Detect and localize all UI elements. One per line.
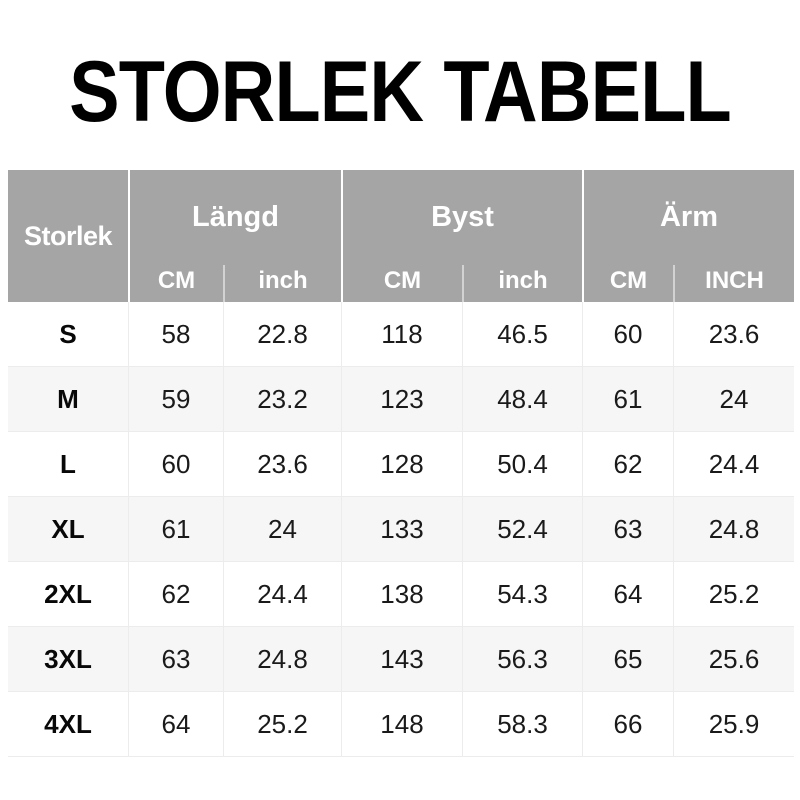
table-row-xl: XL 61 24 133 52.4 63 24.8 <box>8 497 794 562</box>
table-row-l: L 60 23.6 128 50.4 62 24.4 <box>8 432 794 497</box>
value-cell: 60 <box>582 302 673 366</box>
size-label: 4XL <box>44 708 92 739</box>
value-cell: 123 <box>341 367 462 431</box>
col-subheader-arm-cm: CM <box>582 265 673 302</box>
value-cell: 118 <box>341 302 462 366</box>
value-cell: 64 <box>128 692 223 756</box>
value-cell: 48.4 <box>462 367 582 431</box>
value-cell: 24 <box>223 497 341 561</box>
value-cell: 65 <box>582 627 673 691</box>
size-label: M <box>57 383 79 414</box>
col-subheader-langd-inch: inch <box>223 265 341 302</box>
value-cell: 24 <box>673 367 794 431</box>
value-cell: 61 <box>128 497 223 561</box>
value-cell: 66 <box>582 692 673 756</box>
value-cell: 24.8 <box>673 497 794 561</box>
value-cell: 60 <box>128 432 223 496</box>
value-cell: 24.4 <box>223 562 341 626</box>
value-cell: 25.9 <box>673 692 794 756</box>
table-row-s: S 58 22.8 118 46.5 60 23.6 <box>8 302 794 367</box>
col-group-langd: Längd <box>128 170 341 265</box>
value-cell: 54.3 <box>462 562 582 626</box>
size-label: 2XL <box>44 578 92 609</box>
table-body: S 58 22.8 118 46.5 60 23.6 M 59 23.2 123… <box>8 302 794 757</box>
col-subheader-langd-cm: CM <box>128 265 223 302</box>
value-cell: 23.2 <box>223 367 341 431</box>
value-cell: 25.6 <box>673 627 794 691</box>
col-subheader-arm-inch: INCH <box>673 265 794 302</box>
value-cell: 62 <box>582 432 673 496</box>
value-cell: 143 <box>341 627 462 691</box>
title-area: STORLEK TABELL <box>0 0 800 170</box>
col-header-storlek: Storlek <box>23 220 113 251</box>
size-table: Storlek Längd Byst Ärm CM inch CM inch C… <box>8 170 794 757</box>
value-cell: 63 <box>582 497 673 561</box>
value-cell: 133 <box>341 497 462 561</box>
table-header: Storlek Längd Byst Ärm CM inch CM inch C… <box>8 170 794 302</box>
value-cell: 24.4 <box>673 432 794 496</box>
value-cell: 59 <box>128 367 223 431</box>
col-group-arm: Ärm <box>582 170 794 265</box>
value-cell: 24.8 <box>223 627 341 691</box>
value-cell: 46.5 <box>462 302 582 366</box>
value-cell: 25.2 <box>223 692 341 756</box>
value-cell: 22.8 <box>223 302 341 366</box>
value-cell: 23.6 <box>673 302 794 366</box>
value-cell: 58.3 <box>462 692 582 756</box>
table-row-3xl: 3XL 63 24.8 143 56.3 65 25.6 <box>8 627 794 692</box>
value-cell: 64 <box>582 562 673 626</box>
value-cell: 25.2 <box>673 562 794 626</box>
value-cell: 58 <box>128 302 223 366</box>
value-cell: 128 <box>341 432 462 496</box>
value-cell: 63 <box>128 627 223 691</box>
value-cell: 61 <box>582 367 673 431</box>
size-label: XL <box>51 513 85 544</box>
size-label: 3XL <box>44 643 92 674</box>
table-row-4xl: 4XL 64 25.2 148 58.3 66 25.9 <box>8 692 794 757</box>
table-row-2xl: 2XL 62 24.4 138 54.3 64 25.2 <box>8 562 794 627</box>
value-cell: 23.6 <box>223 432 341 496</box>
value-cell: 62 <box>128 562 223 626</box>
size-label: L <box>60 448 76 479</box>
col-subheader-byst-cm: CM <box>341 265 462 302</box>
value-cell: 138 <box>341 562 462 626</box>
col-subheader-byst-inch: inch <box>462 265 582 302</box>
page-title: STORLEK TABELL <box>69 44 732 140</box>
value-cell: 148 <box>341 692 462 756</box>
value-cell: 50.4 <box>462 432 582 496</box>
size-label: S <box>59 318 77 349</box>
value-cell: 56.3 <box>462 627 582 691</box>
col-group-byst: Byst <box>341 170 582 265</box>
table-row-m: M 59 23.2 123 48.4 61 24 <box>8 367 794 432</box>
value-cell: 52.4 <box>462 497 582 561</box>
